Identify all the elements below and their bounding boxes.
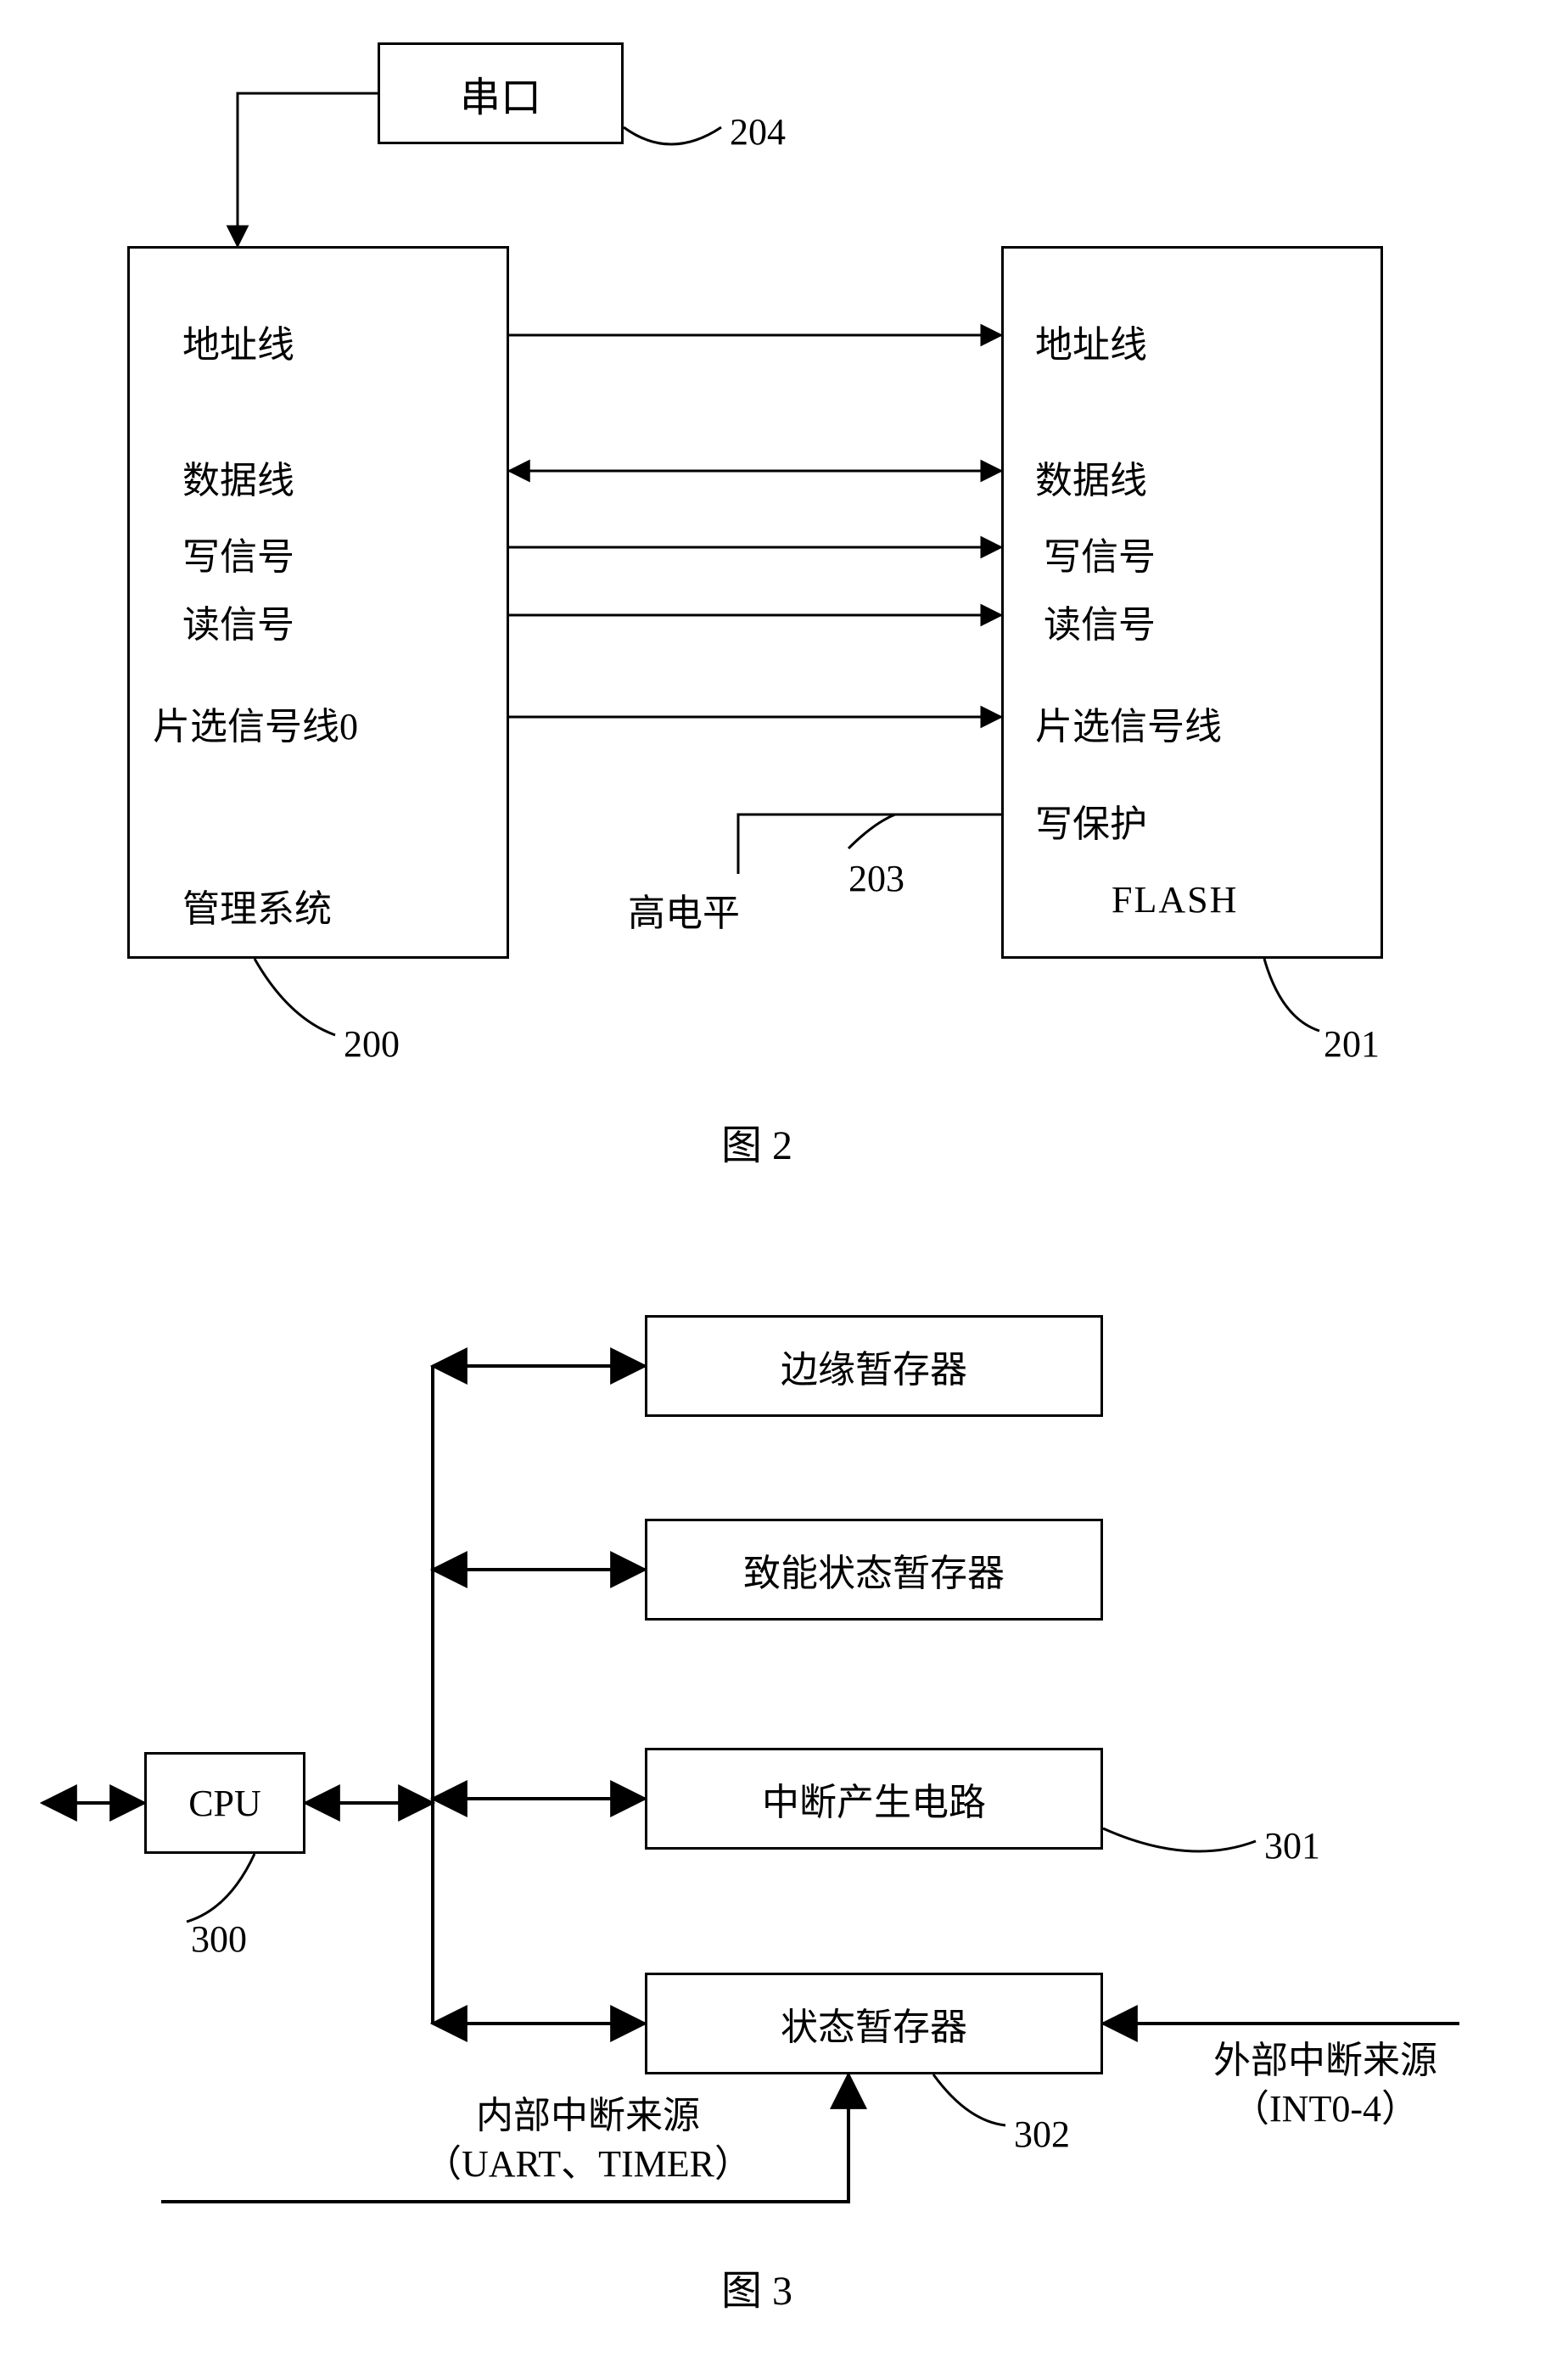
callout-302: 302	[1014, 2113, 1070, 2156]
serial-port-box: 串口	[378, 42, 624, 144]
internal-src-line2: （UART、TIMER）	[424, 2143, 752, 2185]
internal-src-label: 内部中断来源 （UART、TIMER）	[424, 2091, 752, 2188]
serial-port-label: 串口	[460, 64, 541, 123]
external-src-line1: 外部中断来源	[1213, 2040, 1437, 2081]
mgmt-system-title: 管理系统	[182, 878, 332, 932]
status-register-label: 状态暂存器	[781, 1996, 967, 2051]
left-line-addr: 地址线	[182, 314, 294, 368]
interrupt-gen-box: 中断产生电路	[645, 1748, 1103, 1850]
high-level-label: 高电平	[628, 882, 740, 937]
callout-300: 300	[191, 1917, 247, 1961]
right-line-write: 写信号	[1044, 526, 1156, 580]
figure3-caption: 图 3	[721, 2257, 792, 2316]
edge-register-label: 边缘暂存器	[781, 1339, 967, 1393]
interrupt-gen-label: 中断产生电路	[762, 1772, 986, 1826]
status-register-box: 状态暂存器	[645, 1973, 1103, 2074]
figure2-caption: 图 2	[721, 1111, 792, 1171]
internal-src-line1: 内部中断来源	[476, 2095, 700, 2136]
cpu-box: CPU	[144, 1752, 305, 1854]
flash-title: FLASH	[1112, 878, 1238, 921]
enable-status-register-box: 致能状态暂存器	[645, 1519, 1103, 1621]
callout-201: 201	[1324, 1022, 1380, 1066]
left-line-read: 读信号	[182, 594, 294, 648]
callout-204: 204	[730, 110, 786, 154]
left-line-cs: 片选信号线0	[153, 696, 358, 750]
callout-203: 203	[848, 857, 904, 900]
right-line-data: 数据线	[1035, 450, 1147, 504]
right-line-read: 读信号	[1044, 594, 1156, 648]
edge-register-box: 边缘暂存器	[645, 1315, 1103, 1417]
left-line-write: 写信号	[182, 526, 294, 580]
diagram-canvas: 串口 204 地址线 数据线 写信号 读信号 片选信号线0 管理系统 200 地…	[0, 0, 1568, 2368]
external-src-line2: （INT0-4）	[1232, 2088, 1419, 2130]
left-line-data: 数据线	[182, 450, 294, 504]
callout-301: 301	[1264, 1824, 1320, 1867]
callout-200: 200	[344, 1022, 400, 1066]
cpu-label: CPU	[188, 1782, 261, 1825]
right-line-addr: 地址线	[1035, 314, 1147, 368]
right-line-cs: 片选信号线	[1035, 696, 1222, 750]
right-line-wp: 写保护	[1035, 793, 1147, 848]
enable-status-register-label: 致能状态暂存器	[743, 1542, 1005, 1597]
external-src-label: 外部中断来源 （INT0-4）	[1213, 2036, 1437, 2133]
